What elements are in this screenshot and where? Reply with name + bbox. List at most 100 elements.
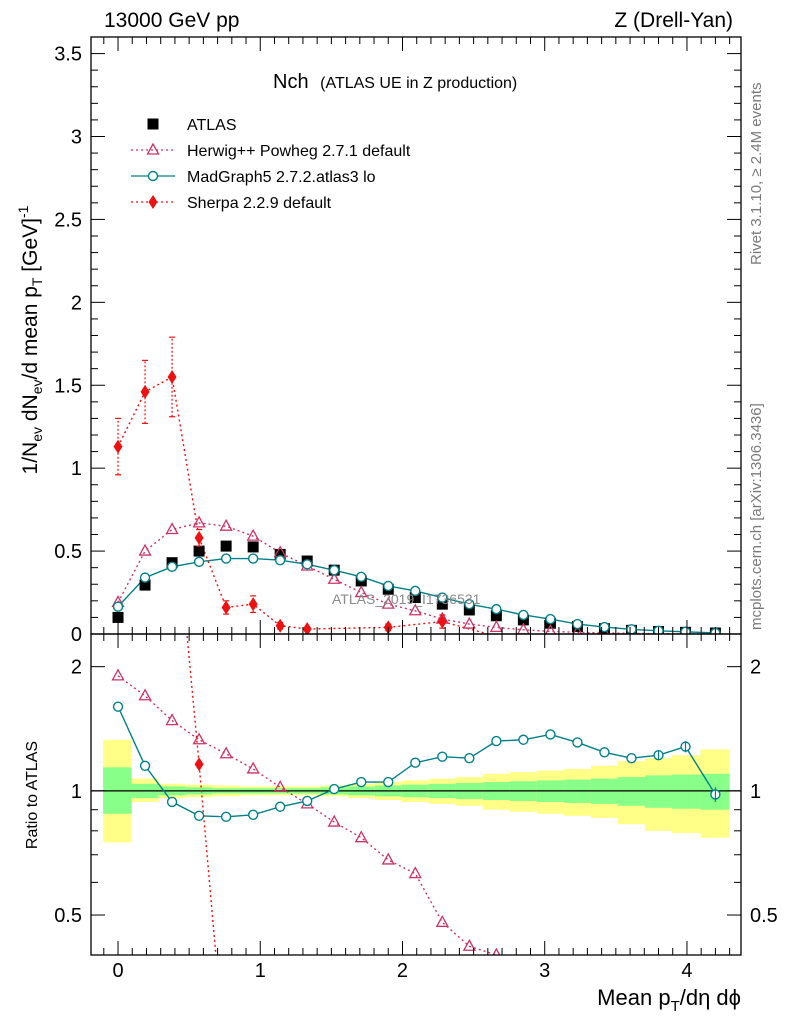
y-tick-label: 0 [71,624,82,646]
herwig-ratio-point [381,852,395,865]
herwig-ratio-point [408,866,422,879]
atlas-point [409,592,421,604]
atlas-point [112,611,124,623]
atlas-point [139,579,151,591]
madgraph-point [247,553,259,564]
ratio-plot-frame [90,633,742,956]
x-tick-label: 2 [397,960,408,982]
herwig-ratio-point [138,688,152,701]
herwig-point [462,616,476,629]
herwig-point [408,603,422,616]
madgraph-point [274,555,286,566]
ratio-y-tick-label-right: 1 [750,781,761,803]
herwig-point [327,571,341,584]
x-tick-label: 3 [539,960,550,982]
atlas-point [193,545,205,557]
herwig-ratio-point [518,989,529,999]
madgraph-ratio-point [437,751,448,762]
herwig-point [354,585,368,598]
atlas-point [247,541,259,553]
herwig-point [489,620,503,633]
madgraph-point [599,621,610,633]
madgraph-point [572,618,583,630]
madgraph-point [410,585,421,597]
x-tick-label: 1 [255,960,266,982]
herwig-ratio-point [462,938,476,951]
atlas-point [220,540,232,552]
ratio-y-tick-label-right: 2 [750,657,761,679]
madgraph-ratio-point [112,701,124,712]
herwig-point [138,543,152,556]
madgraph-point [193,556,205,568]
sherpa-point [248,597,258,612]
herwig-ratio-point [273,779,287,792]
y-tick-label: 1 [71,458,82,480]
legend: ATLAS Herwig++ Powheg 2.7.1 default MadGra… [131,117,411,212]
herwig-ratio-point [354,830,368,843]
band-inner-bin [672,774,701,809]
herwig-ratio-point [435,914,449,927]
plot-title: Nch (ATLAS UE in Z production) [273,71,517,93]
rivet-note: Rivet 3.1.10, ≥ 2.4M events [748,83,765,266]
madgraph-point [518,609,529,621]
legend-label: MadGraph5 2.7.2.atlas3 lo [187,169,376,186]
herwig-ratio-line [117,675,498,955]
madgraph-ratio-point [220,811,232,823]
madgraph-ratio-point [356,776,367,788]
header-right: Z (Drell-Yan) [614,9,733,32]
legend-marker [148,195,158,209]
herwig-point [572,624,583,634]
ratio-y-tick-label-right: 0.5 [750,905,778,927]
madgraph-ratio-point [464,752,475,764]
madgraph-point [383,580,394,592]
sherpa-point [302,622,312,634]
herwig-point [165,522,179,535]
madgraph-point [112,601,124,612]
herwig-ratio-point [219,746,233,759]
madgraph-ratio-point [545,729,556,740]
y-axis-label: 1/Nev dNev/d mean pT [GeV]-1 [15,205,45,474]
y-tick-label: 2.5 [54,209,82,231]
legend-label: ATLAS [187,117,237,134]
legend-label: Herwig++ Powheg 2.7.1 default [187,143,411,160]
herwig-ratio-point [111,668,125,681]
sherpa-ratio-point [194,757,204,772]
madgraph-ratio-point [518,734,529,745]
herwig-point [192,515,206,528]
header-left: 13000 GeV pp [104,9,239,32]
madgraph-point [491,603,502,615]
sherpa-point [194,530,204,545]
y-tick-label: 3.5 [54,44,82,66]
herwig-ratio-point [327,814,341,827]
y-tick-label: 2 [71,292,82,314]
herwig-ratio-point [165,713,179,726]
madgraph-point [464,598,475,610]
madgraph-point [680,626,691,634]
madgraph-ratio-point [572,737,583,748]
herwig-point [544,623,556,634]
mcplots-note: mcplots.cern.ch [arXiv:1306.3436] [748,403,765,630]
legend-label: Sherpa 2.2.9 default [187,195,332,212]
madgraph-point [437,592,448,603]
atlas-point [490,610,502,622]
x-axis-label: Mean pT/dη dϕ [597,985,741,1015]
sherpa-point [167,369,177,384]
madgraph-point [139,572,151,583]
legend-marker [147,118,159,130]
sherpa-point [437,614,447,629]
y-tick-label: 1.5 [54,375,82,397]
plot-title-main: Nch [273,71,309,93]
y-tick-label: 0.5 [54,541,82,563]
madgraph-ratio-point [410,757,421,768]
atlas-point [436,598,448,610]
sherpa-point [140,384,150,399]
madgraph-point [626,624,637,634]
herwig-point [381,596,395,609]
sherpa-ratio-line [186,634,217,955]
madgraph-ratio-point [626,752,637,764]
plot-title-sub: (ATLAS UE in Z production) [320,75,517,92]
madgraph-ratio-point [139,760,151,772]
sherpa-point [275,618,285,633]
madgraph-ratio-point [193,810,205,821]
